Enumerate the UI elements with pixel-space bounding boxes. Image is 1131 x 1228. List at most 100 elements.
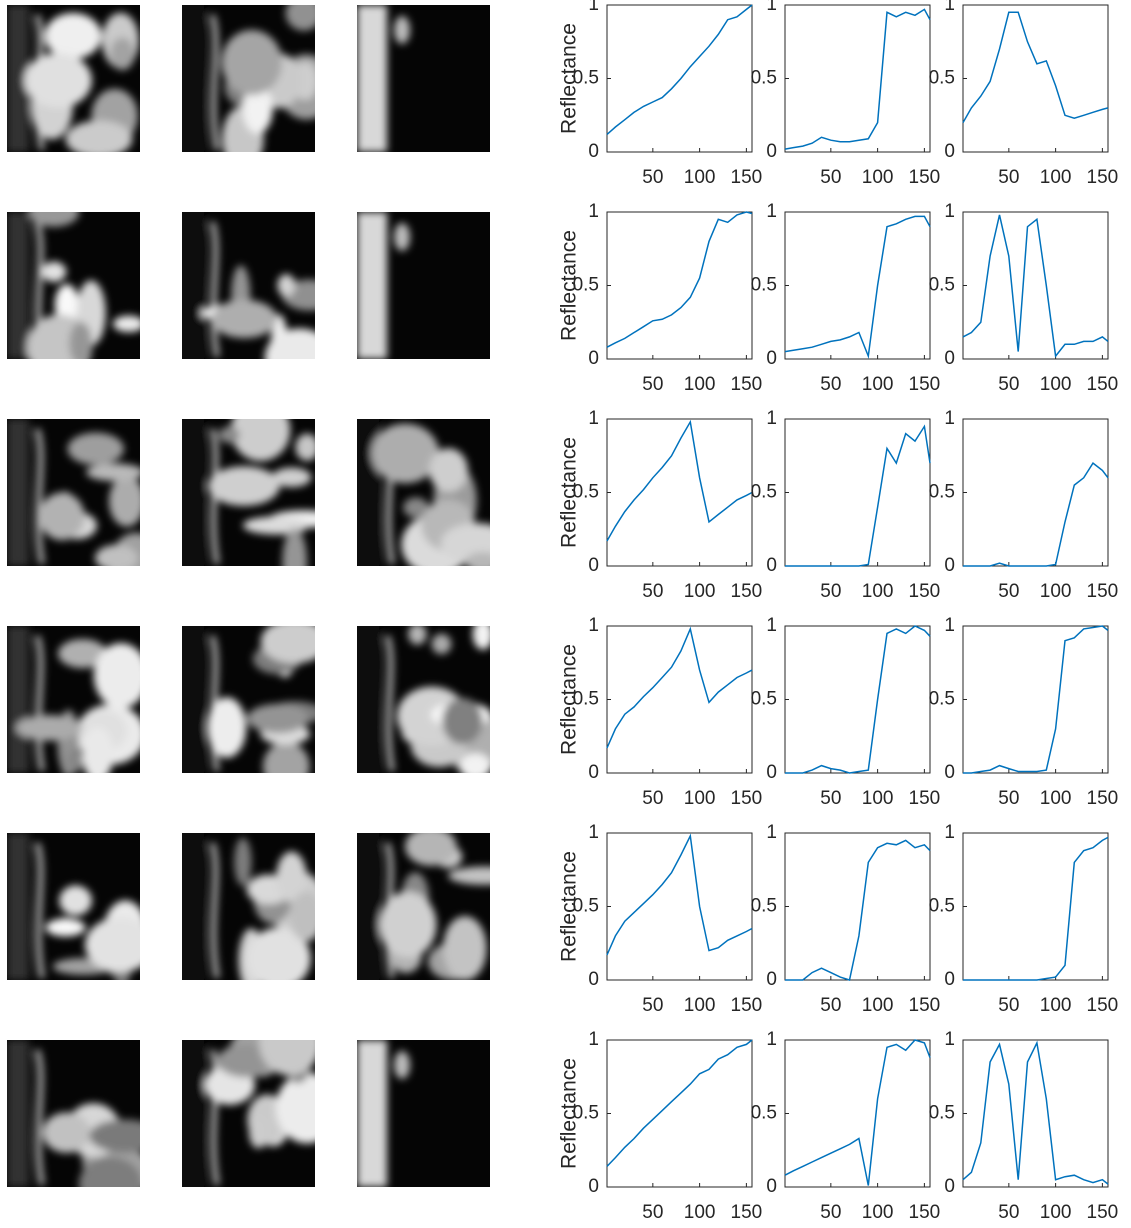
y-axis-label: Reflectance — [558, 230, 581, 341]
map-region — [357, 1040, 387, 1187]
y-tick-label: 1 — [766, 0, 777, 15]
y-tick-label: 0.5 — [929, 482, 955, 503]
abundance-map — [357, 833, 490, 980]
abundance-map — [357, 212, 490, 359]
axes-box — [962, 625, 1109, 774]
map-region — [34, 635, 45, 772]
map-region — [182, 5, 204, 152]
map-blobs — [357, 212, 410, 359]
y-tick-label: 0 — [766, 1176, 777, 1197]
map-region — [34, 428, 45, 565]
y-tick-label: 1 — [766, 822, 777, 843]
y-tick-label: 0.5 — [751, 896, 777, 917]
axes-box — [784, 1039, 931, 1188]
map-region — [371, 423, 440, 484]
spectrum-line — [784, 1039, 931, 1186]
x-tick-label: 100 — [684, 374, 716, 395]
map-region — [28, 212, 80, 227]
map-region — [208, 466, 280, 506]
y-tick-label: 0.5 — [929, 1103, 955, 1124]
axes-box — [606, 1039, 753, 1188]
abundance-map — [357, 5, 490, 152]
y-axis-label: Reflectance — [558, 851, 581, 962]
map-blobs — [7, 5, 139, 152]
map-region — [78, 1157, 140, 1187]
map-region — [209, 842, 220, 979]
x-tick-label: 100 — [1040, 374, 1072, 395]
x-tick-label: 150 — [731, 581, 763, 602]
x-tick-label: 100 — [862, 995, 894, 1016]
map-blobs — [357, 419, 490, 566]
map-blobs — [357, 1040, 410, 1187]
y-tick-label: 0 — [588, 762, 599, 783]
map-region — [394, 16, 410, 44]
map-blobs — [182, 212, 315, 359]
y-tick-label: 0.5 — [929, 689, 955, 710]
map-region — [34, 842, 45, 979]
y-axis-label: Reflectance — [558, 23, 581, 134]
axes-box — [784, 211, 931, 360]
x-tick-label: 50 — [642, 581, 663, 602]
y-axis-label: Reflectance — [558, 437, 581, 548]
map-region — [221, 29, 283, 96]
map-blobs — [182, 1040, 315, 1187]
map-region — [211, 299, 278, 339]
x-tick-label: 50 — [820, 374, 841, 395]
map-region — [34, 1049, 45, 1186]
spectrum-line — [606, 626, 753, 749]
map-region — [69, 321, 92, 359]
x-tick-label: 50 — [820, 1202, 841, 1223]
y-tick-label: 1 — [588, 822, 599, 843]
map-region — [263, 741, 310, 773]
map-blobs — [357, 626, 490, 773]
y-tick-label: 1 — [766, 615, 777, 636]
y-tick-label: 0 — [944, 348, 955, 369]
map-region — [65, 120, 133, 152]
map-region — [285, 5, 315, 31]
map-blobs — [182, 626, 315, 773]
axes-box — [606, 211, 753, 360]
map-region — [7, 212, 29, 359]
y-tick-label: 1 — [588, 0, 599, 15]
x-tick-label: 100 — [684, 788, 716, 809]
x-tick-label: 100 — [862, 167, 894, 188]
y-tick-label: 0 — [944, 762, 955, 783]
abundance-map — [182, 5, 315, 152]
map-region — [248, 1116, 268, 1149]
spectrum-line — [606, 419, 753, 542]
y-tick-label: 0 — [944, 141, 955, 162]
abundance-map — [7, 5, 140, 152]
map-region — [289, 891, 315, 942]
x-tick-label: 100 — [1040, 995, 1072, 1016]
map-region — [209, 635, 220, 772]
map-region — [448, 866, 490, 885]
x-tick-label: 100 — [862, 788, 894, 809]
x-tick-label: 100 — [862, 374, 894, 395]
map-region — [112, 315, 140, 333]
map-region — [85, 917, 140, 973]
map-region — [15, 715, 83, 741]
x-tick-label: 100 — [1040, 581, 1072, 602]
map-region — [379, 891, 437, 958]
map-region — [209, 14, 220, 151]
x-tick-label: 50 — [998, 374, 1019, 395]
y-tick-label: 0 — [944, 1176, 955, 1197]
map-region — [7, 1040, 29, 1187]
map-region — [403, 497, 429, 518]
map-region — [276, 851, 307, 902]
spectrum-line — [962, 214, 1109, 358]
y-tick-label: 0 — [766, 141, 777, 162]
map-blobs — [7, 1040, 140, 1187]
y-tick-label: 0.5 — [929, 68, 955, 89]
map-region — [272, 467, 312, 488]
y-tick-label: 1 — [766, 201, 777, 222]
map-region — [182, 212, 204, 359]
axes-box — [784, 625, 931, 774]
x-tick-label: 50 — [998, 995, 1019, 1016]
x-tick-label: 150 — [731, 1202, 763, 1223]
map-region — [234, 837, 252, 886]
map-region — [218, 426, 240, 444]
map-region — [24, 53, 92, 108]
axes-box — [606, 418, 753, 567]
spectrum-line — [785, 625, 931, 774]
